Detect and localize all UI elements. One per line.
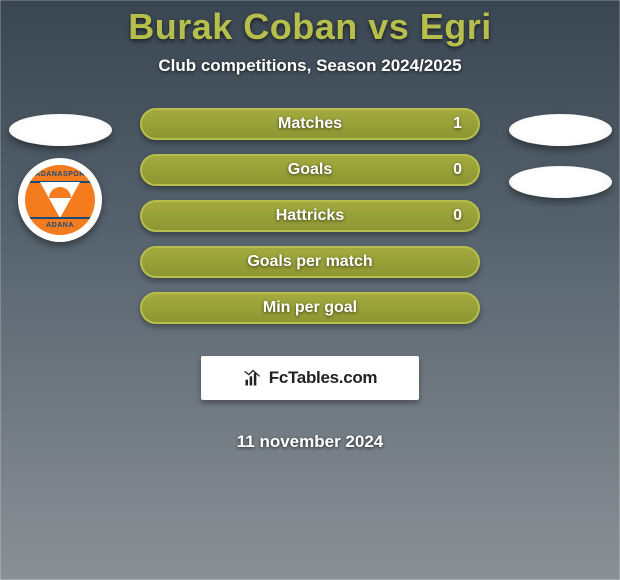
stat-label: Matches bbox=[278, 115, 342, 133]
right-column bbox=[500, 108, 620, 198]
stat-value: 1 bbox=[453, 115, 462, 133]
stat-label: Goals bbox=[288, 161, 332, 179]
stat-value: 0 bbox=[453, 161, 462, 179]
page-title: Burak Coban vs Egri bbox=[0, 6, 620, 48]
bar-chart-icon bbox=[243, 368, 263, 388]
stat-bar-min-per-goal: Min per goal bbox=[140, 292, 480, 324]
player-placeholder-left bbox=[9, 114, 112, 146]
stat-label: Hattricks bbox=[276, 207, 344, 225]
club-core-triangle bbox=[40, 182, 80, 218]
stat-label: Goals per match bbox=[247, 253, 372, 271]
stat-bar-matches: Matches 1 bbox=[140, 108, 480, 140]
logo-text: FcTables.com bbox=[269, 368, 378, 388]
subtitle: Club competitions, Season 2024/2025 bbox=[0, 56, 620, 76]
stats-column: Matches 1 Goals 0 Hattricks 0 Goals per … bbox=[120, 108, 500, 452]
stat-bar-goals: Goals 0 bbox=[140, 154, 480, 186]
main-layout: ADANASPOR ADANA Matches 1 Goals 0 Hattri… bbox=[0, 108, 620, 452]
left-column: ADANASPOR ADANA bbox=[0, 108, 120, 242]
player-placeholder-right-2 bbox=[509, 166, 612, 198]
club-text-top: ADANASPOR bbox=[35, 171, 85, 178]
player-placeholder-right-1 bbox=[509, 114, 612, 146]
club-badge-left: ADANASPOR ADANA bbox=[18, 158, 102, 242]
club-badge-inner: ADANASPOR ADANA bbox=[25, 165, 95, 235]
club-band-bottom bbox=[25, 217, 95, 231]
stat-label: Min per goal bbox=[263, 299, 357, 317]
site-logo[interactable]: FcTables.com bbox=[201, 356, 419, 400]
content-wrap: Burak Coban vs Egri Club competitions, S… bbox=[0, 0, 620, 452]
date-text: 11 november 2024 bbox=[237, 432, 383, 452]
club-sun-icon bbox=[49, 187, 71, 198]
stat-value: 0 bbox=[453, 207, 462, 225]
stat-bar-goals-per-match: Goals per match bbox=[140, 246, 480, 278]
stat-bar-hattricks: Hattricks 0 bbox=[140, 200, 480, 232]
